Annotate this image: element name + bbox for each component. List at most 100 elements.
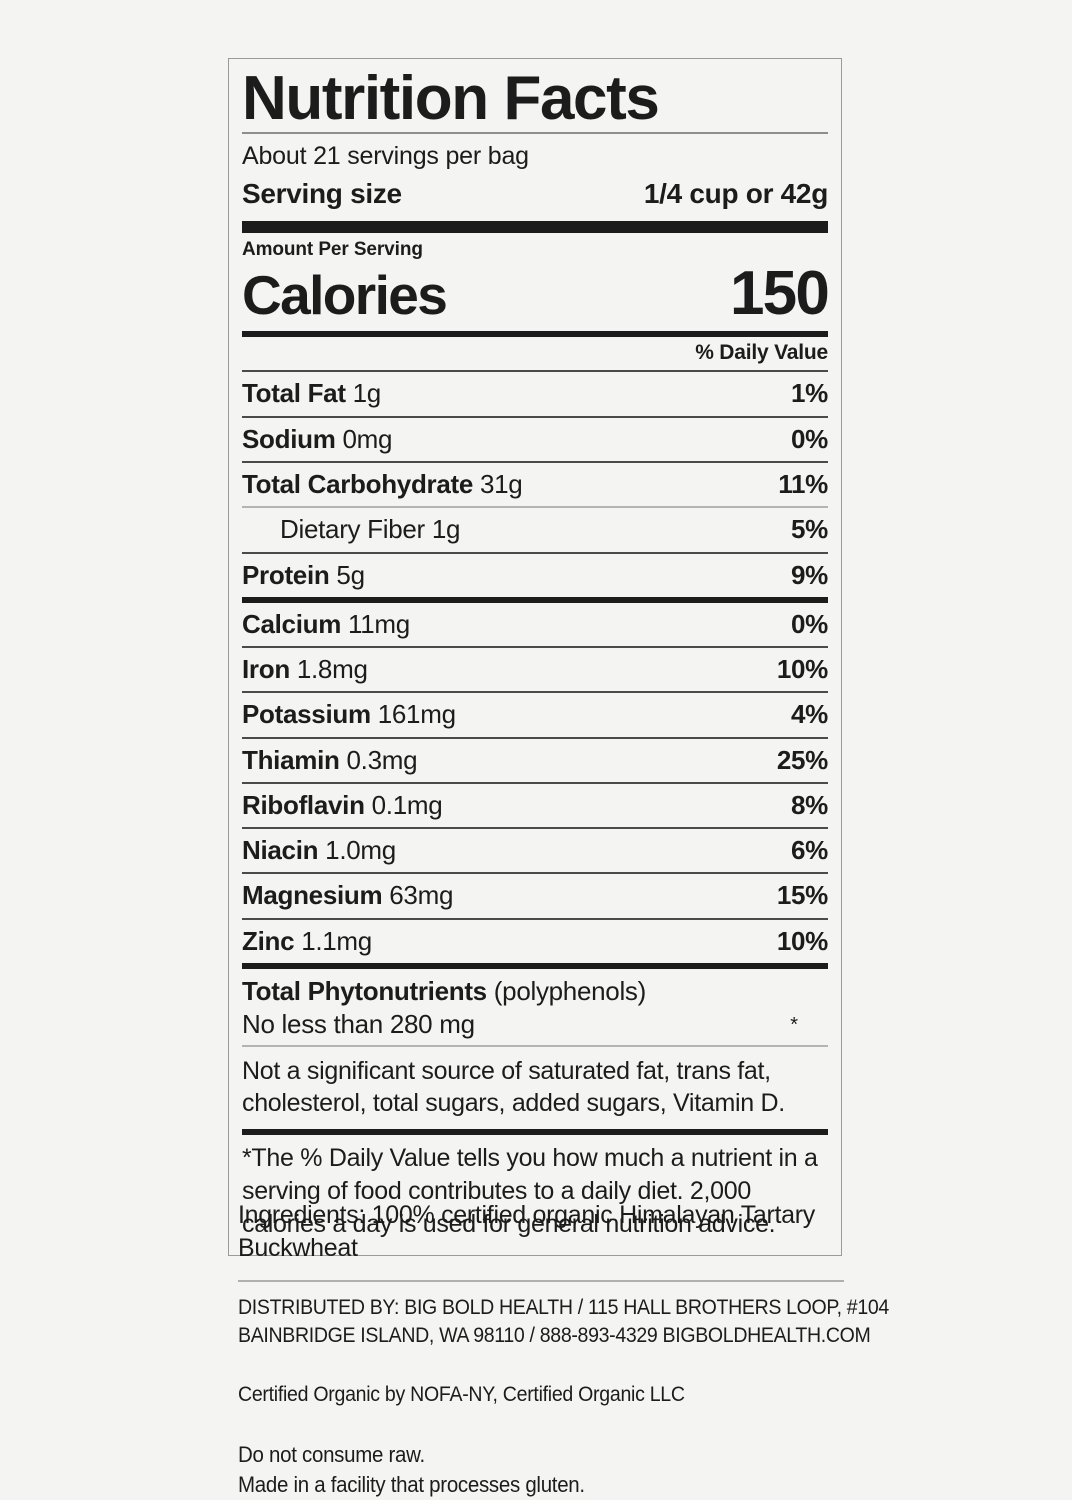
table-row: Zinc 1.1mg 10% [242, 920, 828, 963]
table-row: Dietary Fiber 1g 5% [242, 508, 828, 551]
title-divider [242, 132, 828, 135]
nutrient-dv: 10% [776, 654, 828, 685]
nutrient-name: Dietary Fiber [280, 514, 425, 545]
footer-divider [238, 1280, 844, 1282]
nutrient-dv: 8% [791, 789, 828, 820]
calories-divider [242, 331, 828, 338]
nutrient-name: Potassium [242, 699, 371, 730]
label-footer: Ingredients: 100% certified organic Hima… [238, 1199, 889, 1499]
serving-size-row: Serving size 1/4 cup or 42g [242, 174, 828, 221]
warning-line-2: Made in a facility that processes gluten… [238, 1471, 585, 1497]
nutrient-dv: 4% [791, 699, 828, 730]
certification-statement: Certified Organic by NOFA-NY, Certified … [238, 1382, 685, 1406]
calories-label: Calories [242, 264, 448, 327]
amount-per-serving-label: Amount Per Serving [242, 239, 423, 261]
nutrient-dv: 11% [778, 469, 828, 499]
table-row: Total Fat 1g 1% [242, 372, 828, 415]
table-row: Thiamin 0.3mg 25% [242, 739, 828, 782]
nutrient-list: Total Fat 1g 1% Sodium 0mg 0% Total Carb… [242, 370, 828, 596]
nutrient-amount: 1g [431, 514, 461, 545]
phytonutrients-dv-marker: * [790, 1013, 798, 1036]
nutrient-name: Protein [242, 559, 330, 590]
micronutrient-section-divider [242, 596, 828, 603]
nutrient-amount: 1.1mg [301, 925, 372, 956]
nutrient-dv: 25% [776, 744, 828, 775]
nutrient-name: Thiamin [242, 744, 340, 775]
servings-per-container: About 21 servings per bag [242, 142, 529, 171]
phytonutrients-text: Total Phytonutrients (polyphenols) No le… [242, 975, 646, 1041]
row-divider [242, 827, 828, 830]
nutrient-amount: 0mg [342, 423, 393, 454]
nutrient-dv: 6% [791, 835, 828, 866]
table-row: Calcium 11mg 0% [242, 603, 828, 646]
row-divider [242, 691, 828, 694]
nutrient-dv: 5% [791, 514, 828, 545]
nutrient-dv: 0% [791, 608, 828, 639]
nutrient-amount: 11mg [347, 608, 410, 639]
nutrient-amount: 161mg [377, 699, 456, 730]
nutrient-name: Riboflavin [242, 789, 365, 820]
row-divider [242, 917, 828, 920]
phytonutrients-qualifier: (polyphenols) [493, 975, 647, 1006]
serving-size-thick-divider [242, 221, 828, 234]
warning-line-1: Do not consume raw. [238, 1441, 425, 1467]
nutrient-name: Total Carbohydrate [242, 469, 474, 499]
calories-value: 150 [729, 259, 830, 329]
nutrient-amount: 63mg [389, 880, 454, 911]
row-divider [242, 370, 828, 373]
nutrient-dv: 0% [791, 423, 828, 454]
not-significant-divider [242, 1044, 828, 1047]
row-divider [242, 872, 828, 875]
calories-row: Calories 150 [242, 259, 830, 331]
page-title: Nutrition Facts [242, 64, 660, 133]
nutrient-amount: 1.8mg [296, 654, 368, 685]
nutrient-dv: 10% [776, 925, 828, 956]
table-row: Magnesium 63mg 15% [242, 874, 828, 917]
table-row: Iron 1.8mg 10% [242, 648, 828, 691]
daily-value-header: % Daily Value [695, 341, 828, 365]
nutrient-dv: 9% [791, 559, 828, 590]
nutrient-name: Zinc [242, 925, 295, 956]
nutrient-amount: 0.1mg [371, 789, 443, 820]
phytonutrients-divider [242, 962, 828, 969]
row-divider [242, 646, 828, 649]
table-row: Protein 5g 9% [242, 554, 828, 597]
row-divider [242, 551, 828, 554]
nutrient-amount: 1g [352, 378, 382, 409]
phytonutrients-row: Total Phytonutrients (polyphenols) No le… [242, 969, 828, 1045]
row-divider [242, 781, 828, 784]
distributor-line-1: DISTRIBUTED BY: BIG BOLD HEALTH / 115 HA… [238, 1296, 889, 1319]
nutrient-name: Sodium [242, 423, 336, 454]
nutrient-amount: 5g [336, 559, 365, 590]
nutrient-dv: 1% [791, 378, 828, 409]
row-divider [242, 506, 828, 509]
nutrient-name: Calcium [242, 608, 342, 639]
warning-statements: Do not consume raw. Made in a facility t… [238, 1408, 802, 1499]
serving-size-value: 1/4 cup or 42g [643, 177, 828, 209]
nutrient-amount: 1.0mg [325, 835, 396, 866]
nutrient-amount: 31g [479, 469, 523, 499]
row-divider [242, 736, 828, 739]
distributor-line-2: BAINBRIDGE ISLAND, WA 98110 / 888-893-43… [238, 1324, 871, 1348]
not-significant-statement: Not a significant source of saturated fa… [242, 1056, 785, 1118]
phytonutrients-amount: No less than 280 mg [242, 1008, 475, 1039]
serving-size-label: Serving size [242, 177, 402, 209]
footnote-divider [242, 1128, 828, 1135]
table-row: Niacin 1.0mg 6% [242, 829, 828, 872]
nutrient-name: Magnesium [242, 880, 383, 911]
nutrient-name: Niacin [242, 835, 319, 866]
nutrition-facts-panel: Nutrition Facts About 21 servings per ba… [228, 58, 842, 1256]
table-row: Riboflavin 0.1mg 8% [242, 784, 828, 827]
nutrient-amount: 0.3mg [346, 744, 418, 775]
ingredients-statement: Ingredients: 100% certified organic Hima… [238, 1201, 815, 1262]
nutrient-dv: 15% [776, 880, 828, 911]
micronutrient-list: Calcium 11mg 0% Iron 1.8mg 10% Potassium… [242, 603, 828, 963]
row-divider [242, 461, 828, 463]
table-row: Total Carbohydrate 31g 11% [242, 463, 828, 506]
daily-value-footnote: *The % Daily Value tells you how much a … [242, 1143, 818, 1238]
table-row: Sodium 0mg 0% [242, 418, 828, 461]
nutrient-name: Total Fat [242, 378, 346, 409]
nutrient-name: Iron [242, 654, 290, 685]
table-row: Potassium 161mg 4% [242, 693, 828, 736]
